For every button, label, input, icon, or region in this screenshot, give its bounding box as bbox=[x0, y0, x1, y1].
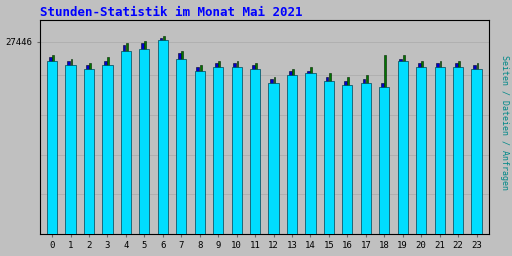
Bar bbox=[66, 65, 76, 234]
Bar bbox=[123, 45, 125, 234]
Bar bbox=[418, 63, 421, 234]
Bar bbox=[305, 73, 315, 234]
Bar bbox=[141, 44, 144, 234]
Text: Seiten / Dateien / Anfragen: Seiten / Dateien / Anfragen bbox=[500, 55, 509, 190]
Bar bbox=[384, 55, 386, 234]
Bar bbox=[472, 69, 482, 234]
Bar bbox=[324, 81, 334, 234]
Bar bbox=[104, 61, 107, 234]
Bar bbox=[71, 59, 72, 234]
Bar bbox=[403, 55, 404, 234]
Bar bbox=[344, 81, 347, 234]
Bar bbox=[326, 77, 328, 234]
Bar bbox=[453, 67, 463, 234]
Bar bbox=[416, 67, 426, 234]
Bar bbox=[52, 55, 54, 234]
Bar bbox=[121, 51, 131, 234]
Bar bbox=[200, 65, 202, 234]
Bar bbox=[89, 63, 91, 234]
Bar bbox=[435, 67, 445, 234]
Bar bbox=[233, 63, 236, 234]
Bar bbox=[473, 65, 476, 234]
Bar bbox=[421, 61, 423, 234]
Bar bbox=[289, 71, 291, 234]
Bar bbox=[102, 65, 113, 234]
Bar bbox=[176, 59, 186, 234]
Bar bbox=[86, 65, 89, 234]
Bar bbox=[218, 61, 220, 234]
Bar bbox=[144, 41, 146, 234]
Bar bbox=[458, 61, 460, 234]
Bar bbox=[270, 79, 273, 234]
Bar bbox=[215, 63, 218, 234]
Bar bbox=[231, 67, 242, 234]
Bar bbox=[273, 77, 275, 234]
Bar bbox=[126, 44, 127, 234]
Bar bbox=[310, 67, 312, 234]
Bar bbox=[436, 63, 439, 234]
Bar bbox=[381, 83, 384, 234]
Bar bbox=[329, 73, 331, 234]
Bar bbox=[84, 69, 94, 234]
Bar bbox=[268, 83, 279, 234]
Text: Stunden-Statistik im Monat Mai 2021: Stunden-Statistik im Monat Mai 2021 bbox=[40, 6, 303, 18]
Bar bbox=[160, 38, 162, 234]
Bar bbox=[139, 49, 150, 234]
Bar bbox=[342, 85, 352, 234]
Bar bbox=[292, 69, 294, 234]
Bar bbox=[455, 63, 458, 234]
Bar bbox=[307, 71, 310, 234]
Bar bbox=[197, 67, 199, 234]
Bar bbox=[287, 75, 297, 234]
Bar bbox=[361, 83, 371, 234]
Bar bbox=[237, 61, 239, 234]
Bar bbox=[67, 61, 70, 234]
Bar bbox=[440, 61, 441, 234]
Bar bbox=[158, 39, 168, 234]
Bar bbox=[399, 59, 402, 234]
Bar bbox=[252, 65, 254, 234]
Bar bbox=[379, 87, 389, 234]
Bar bbox=[398, 61, 408, 234]
Bar bbox=[163, 36, 165, 234]
Bar bbox=[366, 75, 368, 234]
Bar bbox=[47, 61, 57, 234]
Bar bbox=[178, 53, 181, 234]
Bar bbox=[181, 51, 183, 234]
Bar bbox=[362, 79, 366, 234]
Bar bbox=[477, 63, 478, 234]
Bar bbox=[195, 71, 205, 234]
Bar bbox=[49, 57, 52, 234]
Bar bbox=[255, 63, 257, 234]
Bar bbox=[250, 69, 260, 234]
Bar bbox=[213, 67, 223, 234]
Bar bbox=[347, 77, 349, 234]
Bar bbox=[108, 57, 109, 234]
